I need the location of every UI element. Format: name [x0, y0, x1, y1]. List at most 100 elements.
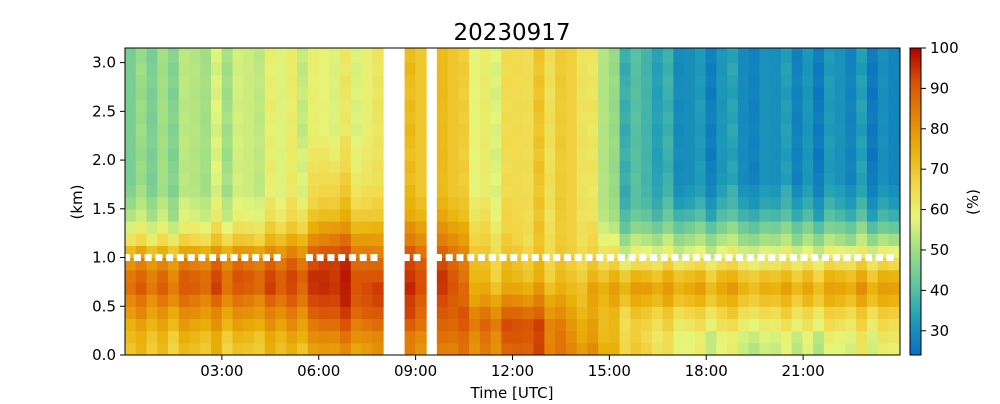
heatmap-cell — [673, 50, 685, 64]
heatmap-cell — [297, 74, 309, 88]
heatmap-cell — [404, 62, 416, 76]
heatmap-cell — [458, 62, 470, 76]
heatmap-cell — [297, 48, 309, 52]
heatmap-cell — [512, 62, 524, 76]
heatmap-cell — [533, 74, 545, 88]
heatmap-cell — [770, 111, 782, 125]
heatmap-cell — [458, 86, 470, 100]
heatmap-cell — [555, 135, 567, 149]
heatmap-cell — [823, 111, 836, 125]
heatmap-cell — [802, 245, 814, 259]
heatmap-cell — [791, 135, 804, 149]
heatmap-cell — [619, 281, 631, 295]
heatmap-cell — [555, 318, 567, 332]
heatmap-cell — [297, 342, 309, 355]
heatmap-cell — [748, 233, 761, 246]
heatmap-cell — [856, 196, 868, 210]
marker-point — [531, 254, 539, 262]
heatmap-cell — [877, 208, 890, 222]
heatmap-cell — [340, 123, 352, 137]
colorbar-tick-label: 90 — [930, 79, 949, 97]
heatmap-cell — [770, 330, 782, 344]
heatmap-cell — [780, 281, 793, 295]
colorbar-gradient — [909, 47, 922, 356]
y-axis-label: (km) — [68, 184, 86, 219]
heatmap-cell — [254, 147, 266, 161]
heatmap-cell — [694, 86, 707, 100]
heatmap-cell — [447, 233, 459, 246]
heatmap-cell — [565, 48, 578, 52]
heatmap-cell — [727, 172, 739, 186]
heatmap-cell — [823, 208, 836, 222]
heatmap-cell — [866, 48, 879, 52]
heatmap-cell — [221, 330, 234, 344]
heatmap-cell — [189, 196, 201, 210]
heatmap-cell — [888, 184, 900, 198]
heatmap-cell — [823, 74, 836, 88]
heatmap-cell — [318, 99, 330, 112]
heatmap-cell — [340, 281, 352, 295]
heatmap-cell — [286, 342, 298, 355]
heatmap-cell — [759, 330, 771, 344]
heatmap-cell — [135, 74, 148, 88]
heatmap-cell — [522, 123, 535, 137]
heatmap-cell — [576, 318, 588, 332]
heatmap-cell — [297, 111, 309, 125]
heatmap-cell — [447, 342, 459, 355]
heatmap-cell — [522, 99, 535, 112]
heatmap-cell — [866, 306, 879, 320]
heatmap-cell — [243, 257, 255, 271]
heatmap-cell — [254, 50, 266, 64]
heatmap-cell — [544, 99, 556, 112]
heatmap-cell — [641, 257, 653, 271]
heatmap-cell — [286, 306, 298, 320]
heatmap-cell — [372, 269, 384, 283]
heatmap-cell — [404, 135, 416, 149]
heatmap-cell — [662, 160, 675, 173]
heatmap-cell — [684, 306, 696, 320]
heatmap-cell — [146, 147, 158, 161]
heatmap-cell — [770, 269, 782, 283]
heatmap-cell — [178, 86, 191, 100]
heatmap-cell — [619, 123, 631, 137]
heatmap-cell — [168, 74, 180, 88]
heatmap-cell — [512, 330, 524, 344]
heatmap-cell — [178, 184, 191, 198]
x-tick-label: 15:00 — [588, 362, 631, 380]
heatmap-cell — [522, 208, 535, 222]
heatmap-cell — [587, 147, 599, 161]
heatmap-cell — [512, 281, 524, 295]
heatmap-cell — [673, 99, 685, 112]
heatmap-cell — [243, 269, 255, 283]
heatmap-cell — [286, 160, 298, 173]
heatmap-cell — [759, 123, 771, 137]
heatmap-cell — [318, 281, 330, 295]
heatmap-cell — [544, 208, 556, 222]
heatmap-cell — [307, 135, 320, 149]
heatmap-cell — [737, 135, 750, 149]
heatmap-cell — [490, 220, 502, 234]
heatmap-cell — [555, 196, 567, 210]
heatmap-cell — [845, 86, 857, 100]
heatmap-cell — [759, 220, 771, 234]
heatmap-cell — [501, 220, 513, 234]
heatmap-cell — [759, 62, 771, 76]
heatmap-cell — [447, 74, 459, 88]
heatmap-cell — [780, 74, 793, 88]
heatmap-cell — [780, 269, 793, 283]
heatmap-cell — [243, 196, 255, 210]
heatmap-cell — [759, 50, 771, 64]
heatmap-cell — [254, 74, 266, 88]
heatmap-cell — [576, 99, 588, 112]
heatmap-cell — [307, 147, 320, 161]
heatmap-cell — [254, 196, 266, 210]
heatmap-cell — [544, 184, 556, 198]
heatmap-cell — [458, 269, 470, 283]
heatmap-cell — [802, 62, 814, 76]
heatmap-cell — [866, 196, 879, 210]
heatmap-cell — [469, 208, 481, 222]
heatmap-cell — [522, 50, 535, 64]
heatmap-cell — [877, 123, 890, 137]
heatmap-cell — [200, 196, 212, 210]
heatmap-cell — [447, 135, 459, 149]
